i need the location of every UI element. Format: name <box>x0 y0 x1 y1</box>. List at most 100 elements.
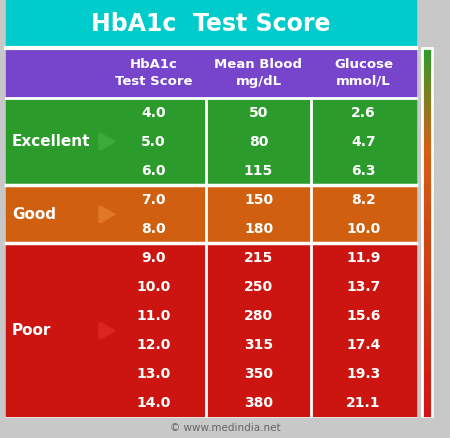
Bar <box>422 155 432 156</box>
Bar <box>422 190 432 191</box>
Bar <box>422 70 432 71</box>
Bar <box>422 198 432 200</box>
Bar <box>422 417 432 418</box>
Bar <box>422 220 432 222</box>
Bar <box>422 377 432 378</box>
Bar <box>422 186 432 187</box>
Bar <box>422 383 432 385</box>
Bar <box>422 218 432 219</box>
Bar <box>422 129 432 131</box>
Bar <box>422 323 432 324</box>
Bar <box>422 325 432 327</box>
Bar <box>422 362 432 364</box>
Bar <box>422 208 432 209</box>
Text: 150: 150 <box>244 193 273 207</box>
Bar <box>422 345 432 346</box>
Bar <box>422 71 432 73</box>
Bar <box>422 355 432 357</box>
Bar <box>422 65 432 67</box>
Bar <box>422 261 432 263</box>
Bar <box>6 331 101 360</box>
Bar <box>422 249 432 250</box>
Bar <box>422 275 432 276</box>
Bar <box>422 160 432 162</box>
Bar <box>422 86 432 88</box>
Bar <box>422 338 432 339</box>
Bar <box>422 77 432 79</box>
Bar <box>422 128 432 129</box>
Bar <box>422 300 432 302</box>
Text: 5.0: 5.0 <box>141 134 166 148</box>
Bar <box>422 391 432 392</box>
Bar <box>422 207 432 208</box>
Bar <box>422 415 432 417</box>
Text: 80: 80 <box>249 134 268 148</box>
Bar <box>101 244 416 272</box>
Bar <box>422 398 432 399</box>
Bar <box>422 122 432 123</box>
Bar <box>6 185 101 214</box>
Bar <box>422 87 432 89</box>
Bar <box>422 149 432 150</box>
Text: 12.0: 12.0 <box>136 338 171 352</box>
Bar <box>422 97 432 99</box>
Bar <box>422 141 432 143</box>
Bar <box>422 106 432 107</box>
Bar <box>422 152 432 154</box>
Bar <box>422 251 432 253</box>
Bar <box>422 166 432 168</box>
Bar <box>422 118 432 120</box>
Bar <box>422 350 432 351</box>
Bar <box>422 156 432 158</box>
Bar <box>422 400 432 402</box>
Text: 7.0: 7.0 <box>141 193 166 207</box>
Text: 13.7: 13.7 <box>346 280 381 294</box>
Bar <box>422 92 432 94</box>
Bar <box>422 406 432 408</box>
Bar <box>422 176 432 177</box>
Bar <box>422 80 432 81</box>
Bar <box>422 320 432 322</box>
Bar <box>422 364 432 365</box>
Bar <box>422 238 432 239</box>
Bar <box>422 60 432 62</box>
Bar <box>422 154 432 155</box>
Bar <box>422 271 432 272</box>
Bar <box>422 228 432 230</box>
Bar <box>0 418 450 438</box>
Bar <box>422 103 432 105</box>
Bar <box>422 241 432 243</box>
Bar <box>422 356 432 357</box>
Bar <box>422 134 432 136</box>
Bar <box>422 366 432 367</box>
Bar <box>422 305 432 307</box>
Bar <box>422 332 432 334</box>
Text: 14.0: 14.0 <box>136 396 171 410</box>
Bar <box>422 317 432 318</box>
Bar <box>422 202 432 203</box>
Bar <box>422 328 432 329</box>
Bar <box>422 346 432 348</box>
Bar <box>422 131 432 132</box>
Text: © www.medindia.net: © www.medindia.net <box>170 423 280 433</box>
Bar <box>422 214 432 216</box>
Bar <box>422 234 432 236</box>
Text: 380: 380 <box>244 396 273 410</box>
Bar <box>101 185 416 214</box>
Bar <box>422 203 432 205</box>
Bar <box>422 151 432 153</box>
Bar <box>422 308 432 310</box>
Bar <box>422 85 432 86</box>
Bar <box>422 389 432 391</box>
Bar <box>422 319 432 321</box>
Bar <box>422 288 432 290</box>
Bar <box>422 303 432 304</box>
Bar <box>6 0 416 48</box>
Bar <box>422 196 432 197</box>
Bar <box>422 410 432 412</box>
Bar <box>422 59 432 60</box>
Bar <box>422 302 432 303</box>
Text: 15.6: 15.6 <box>346 309 381 323</box>
Bar <box>422 230 432 232</box>
Bar <box>422 191 432 192</box>
